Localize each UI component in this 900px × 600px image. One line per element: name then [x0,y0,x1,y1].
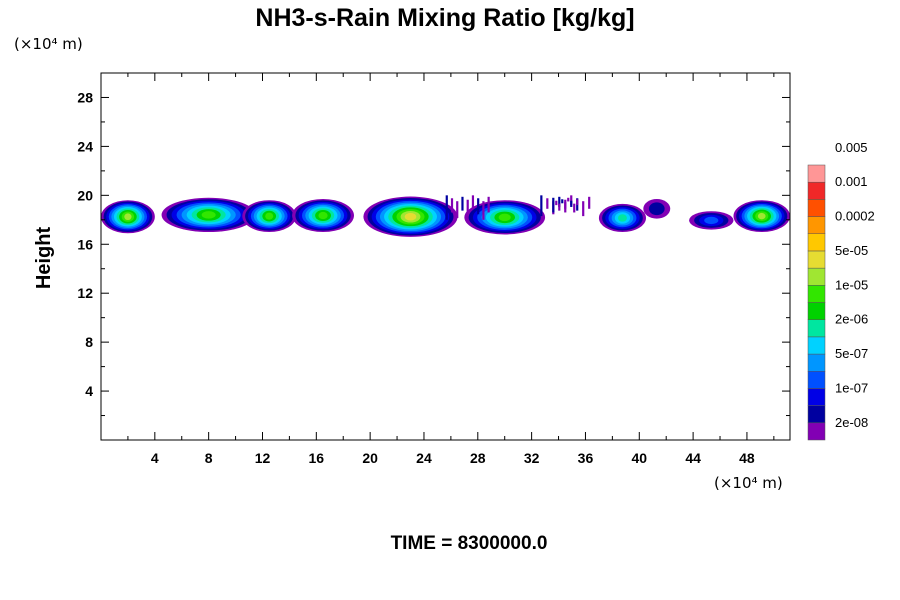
colorbar-label: 1e-07 [835,380,868,395]
colorbar-swatch [807,388,826,406]
contour-wisp [445,195,490,220]
colorbar-swatch [807,216,826,234]
colorbar-swatch [807,285,826,303]
colorbar-label: 5e-05 [835,243,868,258]
x-tick-label: 28 [470,450,486,466]
chart-title: NH3-s-Rain Mixing Ratio [kg/kg] [255,4,634,32]
colorbar-swatch [807,336,826,355]
colorbar-label: 2e-08 [835,415,868,430]
contour-level-8 [265,212,274,220]
colorbar-swatch [807,267,826,286]
y-tick-label: 12 [77,285,93,301]
colorbar-swatch [807,422,826,441]
x-tick-label: 16 [309,450,325,466]
colorbar-swatch [807,353,826,372]
colorbar-swatch [807,250,826,269]
colorbar-label: 1e-05 [835,277,868,292]
colorbar-label: 0.005 [835,140,868,155]
x-tick-label: 12 [255,450,271,466]
contour-cell [689,211,734,230]
contour-cell [292,199,354,233]
x-tick-label: 48 [739,450,755,466]
contour-cell [464,200,546,235]
y-tick-label: 4 [85,383,93,399]
contour-cell [598,203,647,233]
colorbar-swatch [807,233,826,252]
x-tick-label: 8 [205,450,213,466]
contour-level-8 [201,211,216,219]
y-axis-unit: (×10⁴ m) [14,35,83,53]
x-axis-ticks: 4 8 12 16 20 24 28 32 36 40 44 48 [127,73,775,466]
contour-level-6 [618,214,627,222]
y-axis-ticks: 4 8 12 16 20 24 28 [77,89,790,417]
contour-cell [733,200,790,233]
colorbar-label: 0.0002 [835,209,875,224]
contour-level-1 [648,202,665,216]
contour-cell [161,197,256,233]
contour-fill-layer [101,195,790,237]
colorbar-label: 2e-06 [835,312,868,327]
contour-level-10 [404,212,417,221]
colorbar-label: 5e-07 [835,346,868,361]
colorbar-swatch [807,181,826,200]
colorbar-swatch [807,371,826,389]
y-tick-label: 20 [77,187,93,203]
contour-cell [643,199,671,219]
contour-cell [363,196,458,237]
y-tick-label: 28 [77,89,93,105]
plot-frame [100,72,791,441]
x-tick-label: 44 [685,450,701,466]
y-tick-label: 16 [77,236,93,252]
x-tick-label: 20 [362,450,378,466]
y-axis-label: Height [33,227,55,290]
x-tick-label: 4 [151,450,159,466]
y-tick-label: 8 [85,334,93,350]
colorbar-swatch [807,319,826,338]
contour-wisp [552,197,579,213]
x-tick-label: 24 [416,450,432,466]
colorbar: 2e-08 1e-07 5e-07 2e-06 1e-05 5e-05 0.0002 0.00… [807,140,875,441]
colorbar-swatch [807,405,826,424]
x-tick-label: 32 [524,450,540,466]
x-tick-label: 40 [631,450,647,466]
colorbar-swatch [807,302,826,320]
contour-level-8 [498,213,511,222]
time-label: TIME = 8300000.0 [391,533,548,554]
colorbar-label: 0.001 [835,174,868,189]
y-tick-label: 24 [77,138,93,154]
contour-level-3 [704,216,719,225]
contour-level-8 [318,211,328,220]
contour-cell [242,200,297,233]
x-axis-unit: (×10⁴ m) [714,474,783,492]
x-tick-label: 36 [578,450,594,466]
contour-level-9 [124,213,132,221]
colorbar-swatch [807,164,826,183]
colorbar-swatch [807,199,826,217]
contour-level-9 [757,212,766,220]
contour-cell [101,200,155,234]
